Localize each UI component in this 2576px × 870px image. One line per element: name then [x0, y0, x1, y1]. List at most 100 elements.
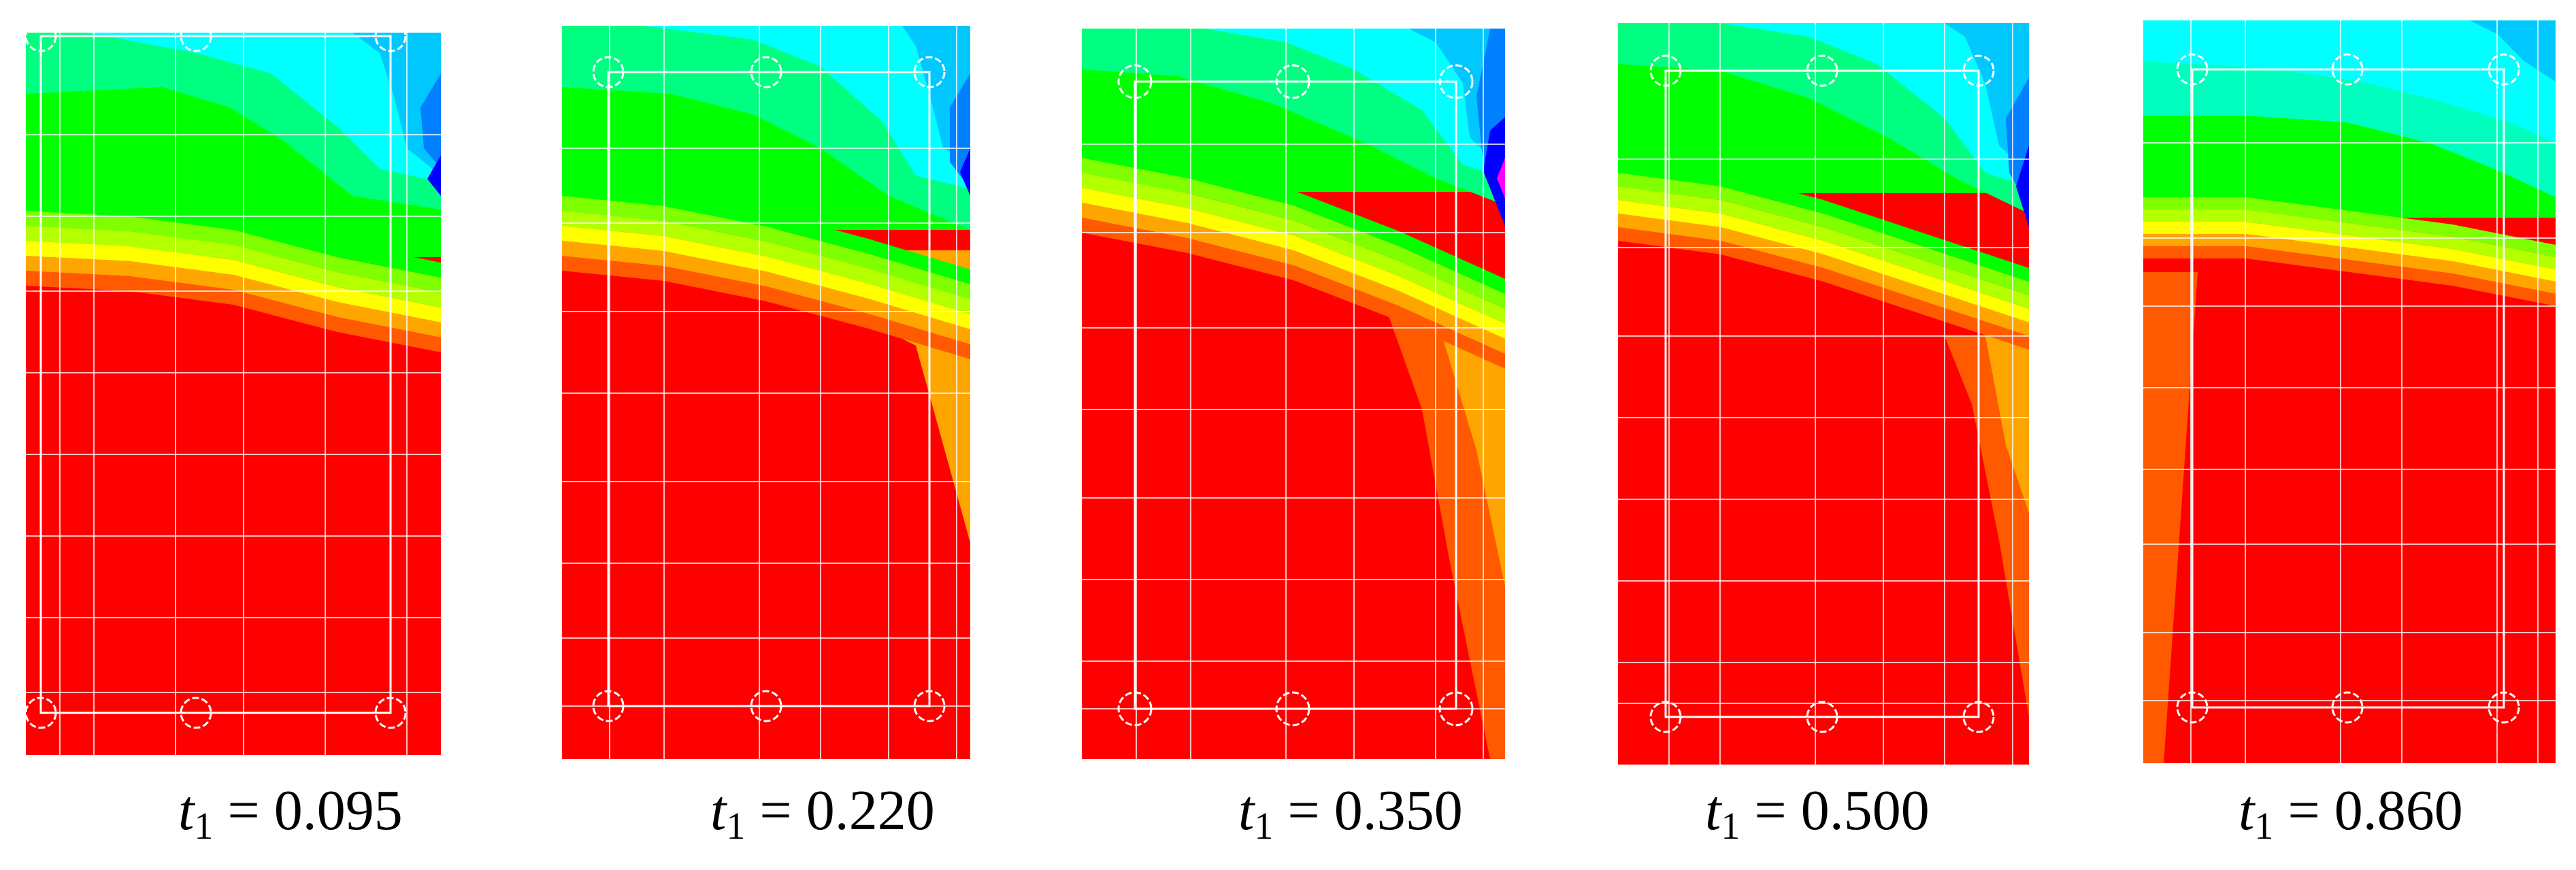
orange-zone: [1985, 336, 2029, 513]
contour-panel-2: [562, 26, 970, 759]
rebar-circle: [1438, 64, 1474, 99]
contour-band: [1082, 158, 1505, 309]
contour-band: [26, 256, 441, 337]
contour-band: [1618, 200, 2029, 322]
caption-equals: =: [227, 779, 260, 842]
rebar-circle: [1117, 64, 1153, 99]
caption-symbol: t: [1705, 779, 1721, 842]
contour-band: [1082, 203, 1505, 354]
rebar-circle: [1275, 64, 1310, 99]
stirrup-outline: [1664, 69, 1980, 718]
cyan-zone: [1720, 23, 2029, 186]
blue-zone: [427, 155, 441, 196]
rebar-circle: [2331, 691, 2364, 724]
rebar-circle: [180, 697, 212, 729]
stirrup-outline: [1134, 80, 1457, 710]
rebar-circle: [26, 33, 57, 52]
rebar-circle: [1649, 54, 1682, 87]
contour-band: [562, 226, 970, 329]
caption-symbol: t: [1238, 779, 1255, 842]
contour-band: [1618, 159, 2029, 282]
sky-blue-zone: [352, 33, 441, 175]
contour-band: [2143, 222, 2556, 282]
caption-equals: =: [1754, 779, 1787, 842]
contour-band: [26, 226, 441, 307]
contour-band: [1618, 227, 2029, 350]
rebar-circle: [2488, 691, 2520, 724]
contour-band: [1618, 186, 2029, 309]
caption-2: t1 = 0.220: [710, 782, 935, 846]
stirrup-outline: [39, 35, 392, 714]
caption-value: 0.860: [2334, 779, 2463, 842]
contour-panel-1: [26, 33, 441, 755]
contour-panel-4: [1618, 23, 2029, 765]
caption-equals: =: [759, 779, 792, 842]
caption-5: t1 = 0.860: [2239, 782, 2463, 846]
caption-equals: =: [2288, 779, 2320, 842]
contour-plot-2: [562, 26, 970, 759]
contour-band: [1618, 214, 2029, 336]
blue-zone: [960, 148, 970, 196]
rebar-circle: [913, 56, 946, 88]
cyan-zone: [1204, 29, 1505, 178]
stirrup-outline: [2191, 68, 2505, 709]
rebar-circle: [2488, 53, 2520, 86]
rebar-circle: [180, 33, 212, 52]
caption-3: t1 = 0.350: [1238, 782, 1463, 846]
contour-band: [26, 211, 441, 292]
rebar-circle: [1649, 701, 1682, 733]
contour-band: [1618, 173, 2029, 295]
rebar-circle: [1438, 691, 1474, 726]
rebar-circle: [750, 56, 782, 88]
azure-zone: [420, 73, 441, 169]
rebar-circle: [2176, 53, 2209, 86]
contour-plot-4: [1618, 23, 2029, 765]
caption-symbol: t: [2239, 779, 2255, 842]
contour-band: [1082, 143, 1505, 294]
cyan-zone: [87, 33, 441, 182]
contour-band: [562, 196, 970, 299]
rebar-circle: [592, 690, 625, 722]
caption-1: t1 = 0.095: [178, 782, 403, 846]
caption-symbol: t: [710, 779, 727, 842]
rebar-circle: [1117, 691, 1153, 726]
rebar-circle: [374, 697, 407, 729]
contour-panel-5: [2143, 20, 2556, 763]
caption-value: 0.500: [1800, 779, 1930, 842]
contour-band: [562, 256, 970, 359]
rebar-circle: [26, 697, 57, 729]
contour-band: [26, 241, 441, 322]
contour-band: [2143, 246, 2556, 306]
caption-4: t1 = 0.500: [1705, 782, 1930, 846]
caption-equals: =: [1287, 779, 1320, 842]
magenta-zone: [1497, 158, 1505, 199]
rebar-circle: [1962, 54, 1995, 87]
orange-zone: [1436, 314, 1505, 586]
rebar-circle: [2331, 53, 2364, 86]
caption-subscript: 1: [726, 805, 746, 848]
contour-plot-1: [26, 33, 441, 755]
sky-blue-zone: [2470, 20, 2556, 82]
rebar-circle: [1806, 701, 1838, 733]
caption-subscript: 1: [1254, 805, 1274, 848]
contour-band: [562, 211, 970, 314]
contour-band: [1082, 173, 1505, 324]
rebar-circle: [374, 33, 407, 52]
contour-panel-3: [1082, 29, 1505, 759]
orange-red-zone: [2143, 272, 2198, 763]
rebar-circle: [913, 690, 946, 722]
contour-band: [2143, 197, 2556, 257]
rebar-circle: [592, 56, 625, 88]
contour-band: [2143, 234, 2556, 294]
contour-plot-3: [1082, 29, 1505, 759]
caption-value: 0.350: [1334, 779, 1463, 842]
caption-symbol: t: [178, 779, 195, 842]
caption-subscript: 1: [1721, 805, 1740, 848]
blue-zone: [2016, 146, 2029, 227]
stirrup-outline: [607, 71, 931, 707]
caption-value: 0.220: [806, 779, 935, 842]
contour-plot-5: [2143, 20, 2556, 763]
caption-subscript: 1: [2254, 805, 2274, 848]
contour-band: [2143, 210, 2556, 269]
